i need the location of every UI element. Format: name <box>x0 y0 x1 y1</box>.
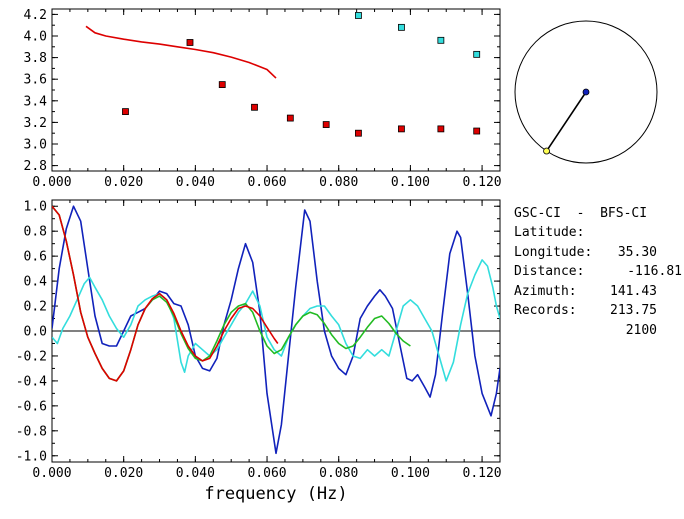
x-tick-label: 0.100 <box>391 175 430 190</box>
x-tick-label: 0.040 <box>176 175 215 190</box>
x-tick-label: 0.080 <box>319 175 358 190</box>
longitude-label: Longitude: <box>514 244 593 260</box>
distance-value: 141.43 <box>610 283 657 299</box>
y-tick-label: -0.4 <box>16 374 47 389</box>
info-row-longitude: Longitude: -116.81 <box>514 223 682 280</box>
latitude-value: 35.30 <box>617 244 657 260</box>
series-line-0 <box>85 25 277 79</box>
data-point <box>437 36 445 44</box>
y-tick-label: 3.2 <box>24 116 47 131</box>
data-point <box>186 39 194 46</box>
y-tick-label: 3.6 <box>24 73 47 88</box>
station-marker <box>582 88 590 96</box>
info-row-azimuth: Azimuth: 213.75 <box>514 262 682 319</box>
series-line-0 <box>52 205 500 455</box>
y-tick-label: -0.6 <box>16 399 47 414</box>
y-tick-label: 3.4 <box>24 94 48 109</box>
station-pair-label: GSC-CI - BFS-CI <box>514 184 682 221</box>
data-point <box>218 81 226 88</box>
series-line-1 <box>52 259 500 382</box>
data-point <box>355 12 362 19</box>
series-line-2 <box>52 205 411 382</box>
info-row-latitude: Latitude: 35.30 <box>514 204 682 260</box>
source-marker <box>543 147 550 155</box>
data-point <box>355 129 362 137</box>
data-point <box>473 50 481 58</box>
y-tick-label: 0.8 <box>24 225 47 240</box>
y-tick-label: -0.8 <box>16 424 47 439</box>
info-row-records: Records: 2100 <box>514 282 682 338</box>
azimuth-map-panel <box>514 20 658 164</box>
station-info-block: GSC-CI - BFS-CI Latitude: 35.30 Longitud… <box>514 184 682 338</box>
data-point <box>322 121 330 128</box>
records-label: Records: <box>514 303 577 318</box>
y-tick-label: 3.0 <box>24 138 47 153</box>
data-point <box>122 108 129 115</box>
y-tick-label: 3.8 <box>24 51 47 66</box>
data-point <box>286 114 294 122</box>
records-value: 2100 <box>625 322 657 338</box>
azimuth-label: Azimuth: <box>514 283 577 299</box>
coherence-panel: 0.000 0.020 0.040 0.060 0.080 0.100 0.120 -1.0 -… <box>16 199 502 504</box>
x-tick-label: 0.020 <box>104 175 143 190</box>
x-tick-label: 0.020 <box>104 466 143 481</box>
y-tick-label: 4.0 <box>24 30 47 45</box>
x-tick-label: 0.120 <box>463 466 502 481</box>
y-tick-label: -0.2 <box>16 349 47 364</box>
data-point <box>398 125 405 133</box>
data-point <box>398 23 405 31</box>
series-line-3 <box>52 205 279 382</box>
longitude-value: -116.81 <box>627 264 682 279</box>
azimuth-value: 213.75 <box>610 303 657 318</box>
azimuth-line <box>545 91 587 152</box>
azimuth-circle <box>514 20 658 164</box>
station-pair-text: GSC-CI - BFS-CI <box>514 205 648 221</box>
data-point <box>251 103 258 111</box>
y-tick-label: 0.4 <box>24 275 48 290</box>
x-tick-label: 0.060 <box>247 466 286 481</box>
latitude-label: Latitude: <box>514 225 585 240</box>
x-tick-label: 0.040 <box>176 466 215 481</box>
y-tick-label: 1.0 <box>24 200 47 215</box>
x-tick-label: 0.060 <box>247 175 286 190</box>
y-tick-label: 0.0 <box>24 325 47 340</box>
x-axis-title: frequency (Hz) <box>204 484 347 504</box>
data-point <box>437 125 445 133</box>
velocity-dispersion-panel: 0.000 0.020 0.040 0.060 0.080 0.100 0.120 2.8 3.… <box>24 8 502 190</box>
y-tick-label: -1.0 <box>16 449 47 464</box>
y-tick-label: 0.2 <box>24 300 47 315</box>
y-tick-label: 4.2 <box>24 8 47 23</box>
x-tick-label: 0.000 <box>32 466 71 481</box>
y-tick-label: 2.8 <box>24 159 47 174</box>
x-tick-label: 0.080 <box>319 466 358 481</box>
x-tick-label: 0.000 <box>32 175 71 190</box>
x-tick-label: 0.100 <box>391 466 430 481</box>
plot-frame <box>51 8 501 172</box>
y-tick-label: 0.6 <box>24 250 47 265</box>
distance-label: Distance: <box>514 264 585 279</box>
x-tick-label: 0.120 <box>463 175 502 190</box>
info-row-distance: Distance: 141.43 <box>514 243 682 299</box>
data-point <box>473 127 481 135</box>
